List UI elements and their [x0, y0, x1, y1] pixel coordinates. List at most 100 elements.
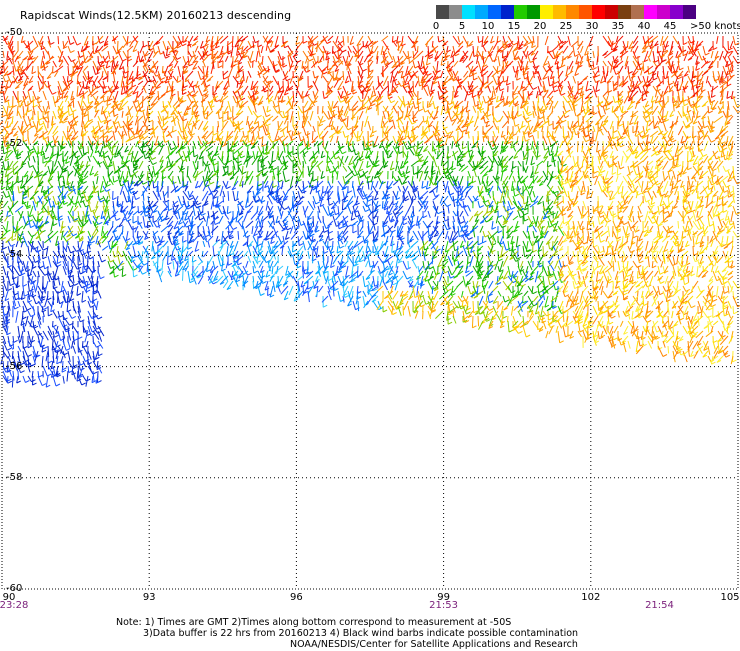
wind-barb — [663, 121, 666, 131]
wind-barb — [655, 86, 658, 97]
wind-barb — [168, 146, 169, 154]
wind-barb — [408, 116, 412, 124]
wind-barb — [623, 176, 629, 185]
wind-barb — [233, 116, 238, 120]
wind-barb — [633, 81, 634, 89]
wind-barb-flag — [324, 97, 328, 99]
wind-barb — [564, 76, 568, 81]
wind-barb — [413, 166, 414, 175]
wind-barb — [229, 66, 233, 77]
wind-barb — [493, 121, 497, 130]
wind-barb — [368, 156, 373, 165]
wind-barb — [207, 111, 208, 120]
wind-barb — [143, 136, 148, 140]
wind-barb — [318, 46, 323, 53]
wind-barb-flag — [80, 56, 84, 58]
wind-barb — [3, 76, 5, 82]
wind-barb — [381, 66, 388, 74]
wind-barb — [120, 186, 123, 195]
wind-barb — [400, 46, 403, 54]
wind-barb — [193, 86, 194, 93]
wind-barb — [6, 166, 9, 176]
wind-barb — [303, 136, 306, 146]
wind-barb — [263, 106, 266, 117]
wind-barb — [547, 176, 553, 186]
wind-barb — [483, 96, 485, 103]
wind-barb — [610, 121, 613, 129]
wind-barb — [148, 166, 151, 176]
wind-barb — [445, 116, 448, 121]
wind-barb-flag — [69, 114, 73, 116]
wind-barb — [332, 46, 333, 54]
wind-barb — [408, 36, 413, 43]
wind-barb — [723, 111, 727, 118]
wind-barb — [728, 41, 729, 50]
wind-barb-flag — [474, 78, 478, 80]
wind-barb — [283, 131, 284, 137]
wind-barb — [413, 146, 416, 154]
wind-barb — [696, 181, 703, 187]
wind-barb — [650, 131, 658, 137]
wind-barb — [88, 136, 92, 145]
wind-barb — [365, 116, 368, 127]
wind-barb — [713, 181, 715, 191]
wind-barb-flag — [704, 126, 708, 128]
wind-barb-flag — [321, 120, 325, 122]
wind-barb-flag — [347, 93, 351, 95]
wind-barb-flag — [241, 156, 245, 158]
wind-barb — [344, 106, 348, 116]
wind-barb — [543, 66, 546, 72]
wind-barb — [33, 121, 37, 130]
wind-barb — [466, 61, 473, 67]
wind-barb — [147, 171, 148, 180]
wind-barb — [113, 161, 115, 172]
wind-barb-flag — [429, 57, 433, 59]
wind-barb — [509, 156, 513, 161]
wind-barb-flag — [303, 41, 307, 43]
wind-barb — [467, 41, 468, 48]
wind-barb-flag — [59, 154, 63, 156]
wind-barb — [523, 36, 528, 44]
wind-barb — [272, 116, 278, 121]
wind-barb-flag — [729, 48, 733, 50]
wind-barb-flag — [144, 45, 148, 47]
wind-barb — [433, 156, 437, 167]
wind-barb — [185, 121, 188, 129]
wind-barb-flag — [210, 182, 214, 184]
wind-barb — [168, 176, 172, 182]
wind-barb — [507, 126, 508, 135]
wind-barb — [431, 81, 433, 92]
wind-barb — [404, 111, 408, 120]
wind-barb — [613, 161, 617, 167]
wind-barb — [433, 101, 435, 109]
wind-barb — [586, 81, 588, 91]
wind-barb — [568, 36, 570, 46]
wind-barb-flag — [593, 176, 597, 178]
wind-barb — [552, 131, 553, 139]
wind-barb — [347, 61, 348, 70]
wind-barb — [173, 76, 177, 82]
wind-barb-flag — [656, 153, 660, 155]
wind-barb — [528, 121, 530, 130]
wind-barb — [634, 46, 638, 54]
wind-barb — [478, 61, 481, 72]
wind-barb — [8, 56, 12, 64]
wind-barb — [597, 141, 598, 152]
wind-barb — [340, 156, 343, 167]
wind-barb — [733, 56, 738, 63]
wind-barb — [605, 176, 613, 184]
wind-barb — [29, 46, 38, 53]
wind-barb — [140, 46, 143, 53]
wind-barb — [277, 151, 278, 159]
wind-barb — [608, 61, 612, 67]
wind-barb — [171, 146, 179, 155]
wind-barb — [714, 116, 723, 123]
wind-barb — [195, 46, 198, 52]
wind-barbs — [0, 36, 740, 388]
wind-barb — [103, 86, 104, 93]
wind-barb — [166, 151, 173, 159]
wind-barb — [512, 181, 514, 191]
wind-barb-flag — [240, 128, 244, 130]
wind-barb — [509, 171, 513, 180]
